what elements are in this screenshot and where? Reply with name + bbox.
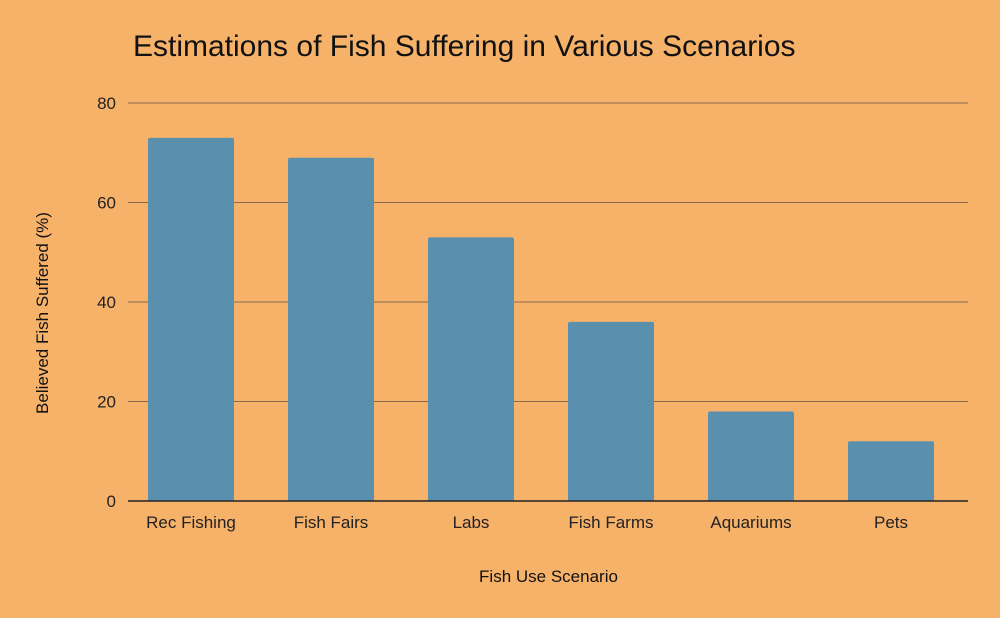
x-tick-label: Fish Farms — [569, 513, 654, 532]
x-tick-label: Aquariums — [710, 513, 791, 532]
x-tick-label: Rec Fishing — [146, 513, 236, 532]
x-tick-label: Pets — [874, 513, 908, 532]
y-tick-label: 60 — [97, 194, 116, 213]
x-axis-label: Fish Use Scenario — [479, 567, 618, 586]
bar-aquariums — [708, 411, 794, 501]
bar-rec-fishing — [148, 137, 234, 501]
bar-fish-fairs — [288, 157, 374, 501]
bar-pets — [848, 441, 934, 501]
y-tick-label: 40 — [97, 293, 116, 312]
x-tick-label: Fish Fairs — [294, 513, 369, 532]
y-tick-label: 80 — [97, 94, 116, 113]
bar-labs — [428, 237, 514, 501]
bar-fish-farms — [568, 321, 654, 501]
x-tick-label: Labs — [453, 513, 490, 532]
y-tick-label: 20 — [97, 393, 116, 412]
chart-title: Estimations of Fish Suffering in Various… — [133, 30, 796, 63]
y-tick-label: 0 — [107, 492, 116, 511]
